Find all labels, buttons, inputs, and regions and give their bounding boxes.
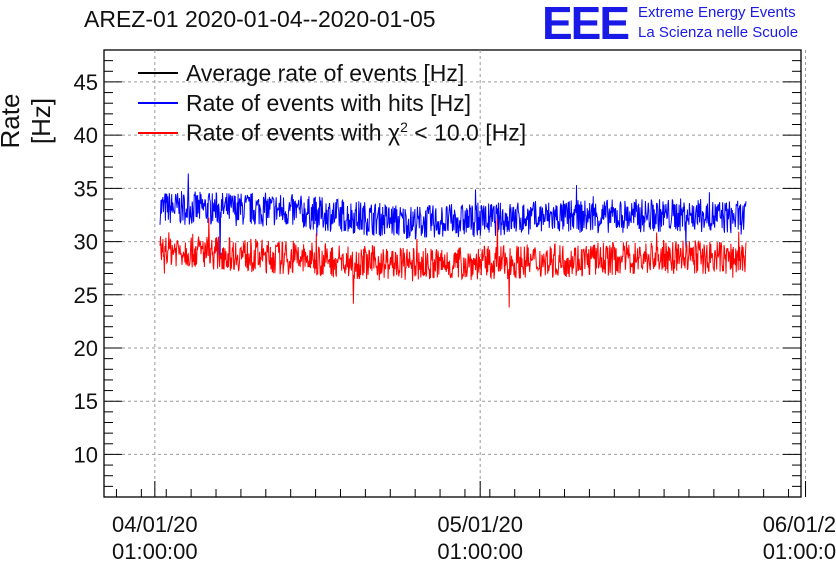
legend-item-hits: Rate of events with hits [Hz] — [138, 88, 526, 118]
eee-logo: EEE Extreme Energy Events La Scienza nel… — [540, 0, 836, 49]
logo-line-2: La Scienza nelle Scuole — [638, 24, 799, 41]
y-tick-label: 25 — [74, 283, 98, 308]
x-tick-label-date: 04/01/20 — [112, 512, 198, 537]
legend-label-average: Average rate of events [Hz] — [186, 59, 465, 86]
legend: Average rate of events [Hz] Rate of even… — [138, 58, 526, 148]
legend-item-chi2: Rate of events with χ2 < 10.0 [Hz] — [138, 118, 526, 148]
legend-label-hits: Rate of events with hits [Hz] — [186, 89, 472, 116]
y-tick-label: 35 — [74, 176, 98, 201]
y-tick-label: 20 — [74, 336, 98, 361]
legend-swatch-average — [138, 72, 178, 74]
legend-swatch-chi2 — [138, 132, 178, 134]
chart-title: AREZ-01 2020-01-04--2020-01-05 — [84, 6, 436, 32]
y-tick-label: 45 — [74, 70, 98, 95]
legend-item-average: Average rate of events [Hz] — [138, 58, 526, 88]
y-tick-label: 15 — [74, 389, 98, 414]
series-hits-line — [159, 173, 747, 258]
logo-mark: EEE — [542, 0, 630, 49]
y-axis-label: Rate [Hz] — [0, 93, 56, 149]
y-tick-label: 30 — [74, 230, 98, 255]
x-tick-label-date: 06/01/20 — [763, 512, 836, 537]
legend-label-chi2: Rate of events with χ2 < 10.0 [Hz] — [186, 119, 527, 146]
x-tick-label-date: 05/01/20 — [437, 512, 523, 537]
legend-swatch-hits — [138, 102, 178, 104]
logo-line-1: Extreme Energy Events — [638, 4, 796, 21]
x-tick-label-time: 01:00:00 — [763, 539, 836, 564]
y-tick-label: 10 — [74, 442, 98, 467]
series-chi2-line — [159, 217, 747, 308]
x-tick-label-time: 01:00:00 — [112, 539, 198, 564]
y-tick-label: 40 — [74, 123, 98, 148]
x-tick-label-time: 01:00:00 — [437, 539, 523, 564]
